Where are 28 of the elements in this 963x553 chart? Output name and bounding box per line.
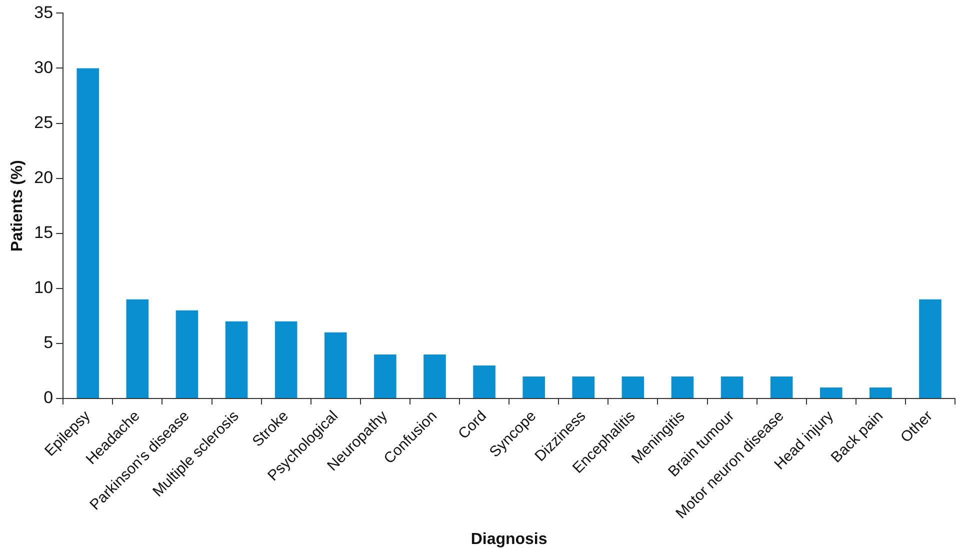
bar bbox=[225, 321, 248, 398]
bar bbox=[424, 354, 446, 398]
y-tick-label: 35 bbox=[34, 2, 54, 22]
bar bbox=[770, 376, 793, 398]
bar bbox=[274, 321, 298, 398]
bar bbox=[126, 299, 149, 398]
bar bbox=[870, 387, 892, 398]
y-tick-label: 10 bbox=[34, 278, 54, 298]
bar bbox=[820, 387, 842, 398]
bar bbox=[522, 376, 545, 398]
bar bbox=[176, 310, 198, 398]
x-axis-title: Diagnosis bbox=[470, 530, 548, 548]
y-tick-label: 5 bbox=[44, 333, 54, 352]
bar bbox=[919, 299, 942, 398]
bar bbox=[671, 376, 694, 398]
bar bbox=[76, 68, 100, 398]
bar bbox=[324, 332, 347, 398]
y-tick-label: 20 bbox=[34, 168, 54, 188]
bar bbox=[720, 376, 744, 398]
bar bbox=[622, 376, 644, 398]
bar bbox=[374, 354, 396, 398]
y-tick-label: 15 bbox=[34, 223, 54, 242]
y-axis-title: Patients (%) bbox=[9, 160, 26, 252]
y-tick-label: 25 bbox=[34, 112, 54, 132]
y-tick-label: 0 bbox=[44, 388, 54, 408]
y-tick-label: 30 bbox=[34, 58, 54, 77]
bar bbox=[572, 376, 595, 398]
bar bbox=[473, 365, 496, 398]
